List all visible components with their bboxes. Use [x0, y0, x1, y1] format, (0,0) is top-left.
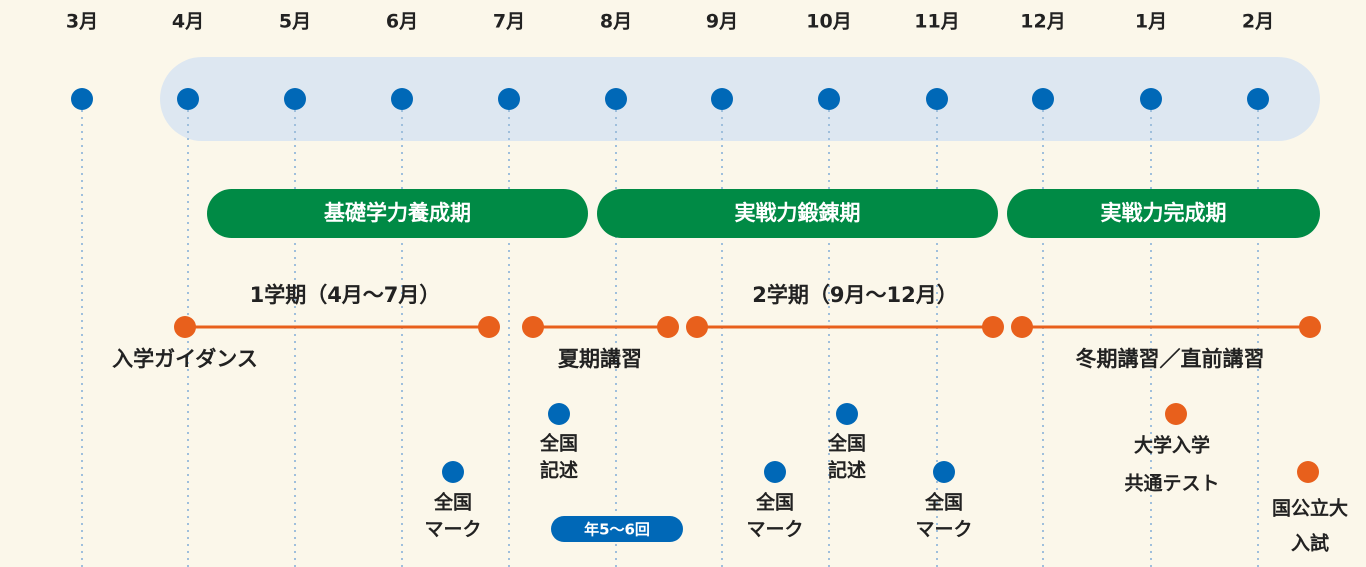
month-dot [1247, 88, 1269, 110]
event-label: 国公立大 [1272, 497, 1348, 520]
event-dot [933, 461, 955, 483]
event-label: マーク [915, 519, 972, 541]
month-dot [498, 88, 520, 110]
month-label: 8月 [600, 11, 632, 33]
event-dot [764, 461, 786, 483]
term-dot [522, 316, 544, 338]
term-dot [1011, 316, 1033, 338]
event-label: 全国 [827, 432, 866, 455]
month-label: 6月 [386, 11, 418, 33]
event-dot [548, 403, 570, 425]
event-dot [442, 461, 464, 483]
month-dot [177, 88, 199, 110]
term-dot [478, 316, 500, 338]
term-dot [982, 316, 1004, 338]
event-label: マーク [746, 519, 803, 541]
month-label: 9月 [706, 11, 738, 33]
badge [551, 516, 683, 542]
month-label: 10月 [806, 11, 851, 33]
term-dot [1299, 316, 1321, 338]
month-dot [284, 88, 306, 110]
event-dot [1165, 403, 1187, 425]
event-label: 全国 [924, 491, 963, 514]
month-dot [818, 88, 840, 110]
month-dot [1032, 88, 1054, 110]
month-label: 7月 [493, 11, 525, 33]
term-label: 入学ガイダンス [112, 347, 258, 371]
event-label: マーク [424, 519, 481, 541]
term-label: 2学期（9月〜12月） [752, 283, 957, 307]
month-dot [391, 88, 413, 110]
term-label: 1学期（4月〜7月） [250, 283, 441, 307]
phase-pill [207, 189, 588, 238]
month-label: 2月 [1242, 11, 1274, 33]
event-label: 記述 [828, 459, 866, 482]
event-label: 全国 [539, 432, 578, 455]
event-label: 記述 [540, 459, 578, 482]
month-dot [926, 88, 948, 110]
event-label: 入試 [1291, 532, 1329, 555]
month-label: 12月 [1020, 11, 1065, 33]
month-label: 5月 [279, 11, 311, 33]
badge-label: 年5〜6回 [584, 521, 650, 539]
term-dot [686, 316, 708, 338]
month-dot [71, 88, 93, 110]
month-dot [711, 88, 733, 110]
phase-label: 基礎学力養成期 [324, 201, 471, 225]
term-label: 夏期講習 [558, 347, 642, 371]
event-label: 大学入学 [1134, 434, 1210, 457]
term-dot [174, 316, 196, 338]
event-dot [1297, 461, 1319, 483]
phase-pill [597, 189, 998, 238]
month-band [160, 57, 1320, 141]
term-dot [657, 316, 679, 338]
event-label: 共通テスト [1124, 473, 1219, 495]
event-label: 全国 [755, 491, 794, 514]
event-dot [836, 403, 858, 425]
month-label: 11月 [914, 11, 959, 33]
event-label: 全国 [433, 491, 472, 514]
month-dot [605, 88, 627, 110]
phase-pill [1007, 189, 1320, 238]
month-dot [1140, 88, 1162, 110]
phase-label: 実戦力鍛錬期 [735, 201, 861, 225]
phase-label: 実戦力完成期 [1101, 201, 1227, 225]
term-label: 冬期講習／直前講習 [1076, 347, 1265, 371]
month-label: 1月 [1135, 11, 1167, 33]
month-label: 3月 [66, 11, 98, 33]
month-label: 4月 [172, 11, 204, 33]
